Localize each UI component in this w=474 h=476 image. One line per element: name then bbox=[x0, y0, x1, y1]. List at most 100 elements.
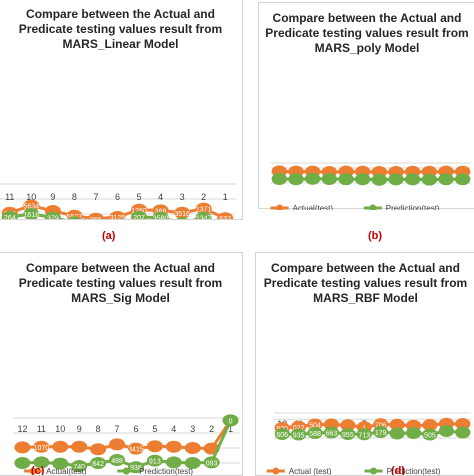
x-tick-label: 3 bbox=[190, 424, 195, 434]
chart-title: Compare between the Actual and Predicate… bbox=[256, 261, 474, 306]
data-point bbox=[184, 457, 201, 469]
chart-caption-a: (a) bbox=[102, 230, 116, 242]
data-label: 3125 bbox=[110, 215, 126, 219]
x-tick-label: 5 bbox=[137, 192, 142, 202]
x-tick-label: 12 bbox=[17, 424, 27, 434]
data-point bbox=[323, 426, 340, 439]
data-point bbox=[195, 202, 212, 215]
data-point bbox=[371, 173, 387, 186]
data-point bbox=[71, 440, 88, 453]
data-point bbox=[195, 211, 212, 219]
data-label: 713 bbox=[358, 432, 370, 439]
data-label: 965 bbox=[90, 217, 102, 219]
data-label: 1618 bbox=[24, 212, 40, 219]
data-point bbox=[90, 443, 107, 456]
data-point bbox=[23, 199, 40, 212]
data-point bbox=[217, 212, 234, 219]
data-label: 936 bbox=[130, 465, 142, 472]
legend-marker bbox=[369, 204, 377, 210]
data-point bbox=[203, 456, 220, 469]
data-point bbox=[422, 428, 438, 441]
data-label: 1347 bbox=[196, 216, 212, 219]
x-tick-label: 4 bbox=[171, 424, 176, 434]
data-point bbox=[146, 440, 163, 453]
data-point bbox=[222, 414, 239, 427]
x-tick-label: 1 bbox=[228, 424, 233, 434]
data-point bbox=[288, 173, 304, 186]
data-label: 706 bbox=[375, 422, 387, 429]
chart-caption: (d) bbox=[391, 465, 405, 475]
x-tick-label: 11 bbox=[37, 424, 46, 434]
x-tick-label: 9 bbox=[50, 192, 55, 202]
data-point bbox=[14, 441, 31, 454]
data-point bbox=[146, 454, 163, 467]
data-point bbox=[109, 438, 126, 451]
data-label: 537 bbox=[219, 216, 231, 219]
chart-title: Compare between the Actual and Predicate… bbox=[259, 11, 474, 56]
data-point bbox=[1, 211, 18, 219]
chart-title-line: Predicate testing values result from bbox=[18, 276, 223, 290]
data-point bbox=[307, 418, 323, 431]
data-label: 488 bbox=[111, 458, 123, 465]
data-label: 264 bbox=[4, 215, 16, 219]
chart-caption-b: (b) bbox=[368, 230, 383, 242]
chart-title-line: Compare between the Actual and bbox=[272, 11, 462, 25]
data-point bbox=[455, 173, 471, 186]
x-tick-label: 11 bbox=[5, 192, 14, 202]
data-point bbox=[165, 456, 182, 469]
data-label: 093 bbox=[206, 460, 218, 467]
x-tick-label: 5 bbox=[152, 424, 157, 434]
chart-panel-a: Compare between the Actual and Predicate… bbox=[0, 0, 243, 220]
data-label: 3415 bbox=[128, 447, 144, 454]
data-point bbox=[152, 211, 169, 219]
legend-marker bbox=[122, 467, 130, 475]
legend-marker bbox=[370, 467, 378, 475]
data-label: 179 bbox=[375, 430, 387, 437]
data-label: 1070 bbox=[34, 445, 50, 452]
data-label: 0 bbox=[229, 418, 233, 425]
legend-label: Prediction(test) bbox=[386, 204, 440, 210]
data-label: 606 bbox=[276, 432, 288, 439]
chart-title-line: Compare between the Actual and bbox=[26, 7, 215, 21]
x-tick-label: 10 bbox=[55, 424, 65, 434]
data-label: 379 bbox=[47, 216, 59, 219]
chart-title-line: Compare between the Actual and bbox=[26, 261, 215, 275]
data-point bbox=[176, 217, 189, 219]
data-point bbox=[355, 173, 371, 186]
data-point bbox=[165, 440, 182, 453]
data-point bbox=[174, 206, 191, 219]
data-point bbox=[356, 428, 372, 441]
data-point bbox=[109, 211, 126, 219]
chart-title: Compare between the Actual and Predicate… bbox=[0, 7, 242, 52]
data-point bbox=[307, 427, 323, 439]
legend-label: Actual(test) bbox=[46, 467, 87, 475]
data-point bbox=[389, 427, 405, 440]
data-label: 5634 bbox=[24, 204, 40, 211]
data-point bbox=[291, 428, 307, 441]
chart-title: Compare between the Actual and Predicate… bbox=[0, 261, 242, 306]
data-point bbox=[438, 173, 454, 186]
data-point bbox=[271, 173, 287, 185]
data-point bbox=[44, 211, 61, 219]
data-label: 504 bbox=[309, 423, 321, 430]
data-point bbox=[321, 173, 337, 185]
data-label: 505 bbox=[424, 433, 436, 440]
chart-title-line: Predicate testing values result from bbox=[18, 22, 223, 36]
data-label: 842 bbox=[92, 461, 104, 468]
line-chart-d: 1211109876543219200225041706606935588663… bbox=[266, 412, 471, 475]
legend-marker bbox=[276, 204, 284, 210]
data-point bbox=[90, 457, 107, 469]
chart-title-line: MARS_Sig Model bbox=[71, 291, 170, 305]
chart-title-line: MARS_Linear Model bbox=[62, 37, 179, 51]
data-point bbox=[71, 460, 88, 472]
data-label: 3516 bbox=[174, 211, 190, 218]
data-point bbox=[455, 418, 471, 430]
data-point bbox=[438, 425, 454, 437]
data-label: 207 bbox=[133, 215, 145, 219]
data-point bbox=[274, 428, 290, 440]
data-point bbox=[23, 208, 40, 219]
chart-panel-b: Compare between the Actual and Predicate… bbox=[258, 2, 474, 210]
data-point bbox=[422, 419, 438, 431]
data-point bbox=[67, 216, 81, 219]
data-point bbox=[405, 173, 421, 186]
